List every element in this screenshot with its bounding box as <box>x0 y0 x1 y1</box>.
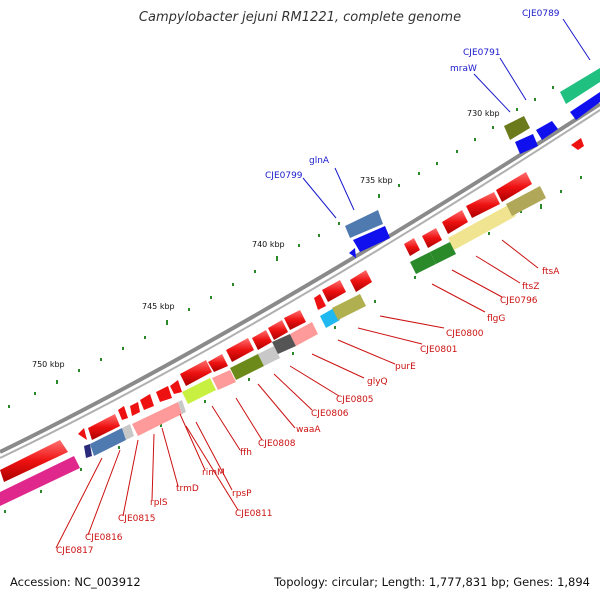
label-glyq: glyQ <box>367 377 388 387</box>
label-trmd: trmD <box>176 484 199 494</box>
label-cje0789: CJE0789 <box>522 9 560 19</box>
label-cje0800: CJE0800 <box>446 329 484 339</box>
label-cje0796: CJE0796 <box>500 296 538 306</box>
label-cje0791: CJE0791 <box>463 48 501 58</box>
label-cje0808: CJE0808 <box>258 439 296 449</box>
gene-mrAW <box>515 134 538 154</box>
gene-cje0791 <box>536 121 558 140</box>
tick-750: 750 kbp <box>32 360 65 369</box>
label-cje0801: CJE0801 <box>420 345 458 355</box>
tick-730: 730 kbp <box>467 109 500 118</box>
gene-glnA <box>345 210 383 238</box>
label-glna: glnA <box>309 156 330 166</box>
tick-ring-inner <box>4 176 582 513</box>
label-cje0817: CJE0817 <box>56 546 94 556</box>
gene-cje0789-b <box>570 92 600 120</box>
gene-cje0789-g <box>504 116 530 140</box>
accession-text: Accession: NC_003912 <box>10 575 141 589</box>
label-ftsa: ftsA <box>542 267 560 277</box>
label-ftsz: ftsZ <box>522 282 539 292</box>
forward-strand-genes <box>345 68 600 258</box>
genome-backbone <box>0 102 600 459</box>
label-waaa: waaA <box>296 425 321 435</box>
label-rpls: rplS <box>150 498 168 508</box>
gene-labels-blue: CJE0789 CJE0791 mraW glnA CJE0799 <box>265 9 560 181</box>
label-cje0816: CJE0816 <box>85 533 123 543</box>
genome-summary-text: Topology: circular; Length: 1,777,831 bp… <box>274 575 590 589</box>
reverse-strand-genes <box>0 172 532 506</box>
label-cje0806: CJE0806 <box>311 409 349 419</box>
label-mraw: mraW <box>450 64 477 74</box>
label-cje0811: CJE0811 <box>235 509 273 519</box>
label-cje0805: CJE0805 <box>336 395 374 405</box>
genome-title: Campylobacter jejuni RM1221, complete ge… <box>138 10 462 25</box>
tick-735: 735 kbp <box>360 176 393 185</box>
scale-ticks: 730 kbp 735 kbp 740 kbp 745 kbp 750 kbp <box>32 109 500 369</box>
label-pure: purE <box>395 362 416 372</box>
callout-lines-blue <box>302 18 591 219</box>
label-cje0799: CJE0799 <box>265 171 303 181</box>
gene-cje0799 <box>353 226 390 252</box>
callout-lines-red <box>55 239 539 549</box>
label-rpsp: rpsP <box>232 489 252 499</box>
functional-class-genes <box>84 186 546 458</box>
label-flgg: flgG <box>487 314 505 324</box>
label-ffh: ffh <box>240 448 252 458</box>
tick-745: 745 kbp <box>142 302 175 311</box>
tick-740: 740 kbp <box>252 240 285 249</box>
label-cje0815: CJE0815 <box>118 514 156 524</box>
tick-ring-outer <box>8 86 554 408</box>
gene-labels-red: ftsA ftsZ CJE0796 flgG CJE0800 CJE0801 p… <box>56 267 560 556</box>
label-rimm: rimM <box>202 468 225 478</box>
gene-cje0789 <box>560 68 600 104</box>
